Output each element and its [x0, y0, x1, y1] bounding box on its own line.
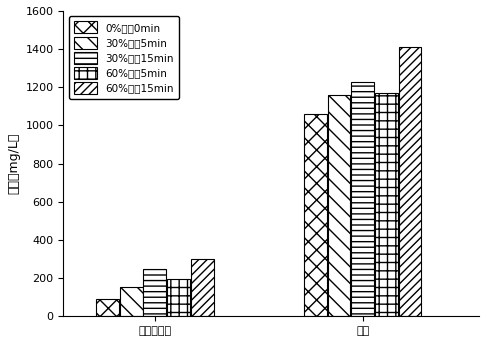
Bar: [120, 287, 142, 316]
Bar: [375, 93, 398, 316]
Y-axis label: 浓度（mg/L）: 浓度（mg/L）: [7, 133, 20, 194]
Bar: [399, 47, 421, 316]
Legend: 0%功率0min, 30%功率5min, 30%功率15min, 60%功率5min, 60%功率15min: 0%功率0min, 30%功率5min, 30%功率15min, 60%功率5m…: [69, 16, 179, 99]
Bar: [96, 299, 119, 316]
Bar: [143, 269, 166, 316]
Bar: [328, 95, 350, 316]
Bar: [304, 114, 327, 316]
Bar: [167, 279, 190, 316]
Bar: [191, 259, 214, 316]
Bar: [351, 82, 374, 316]
